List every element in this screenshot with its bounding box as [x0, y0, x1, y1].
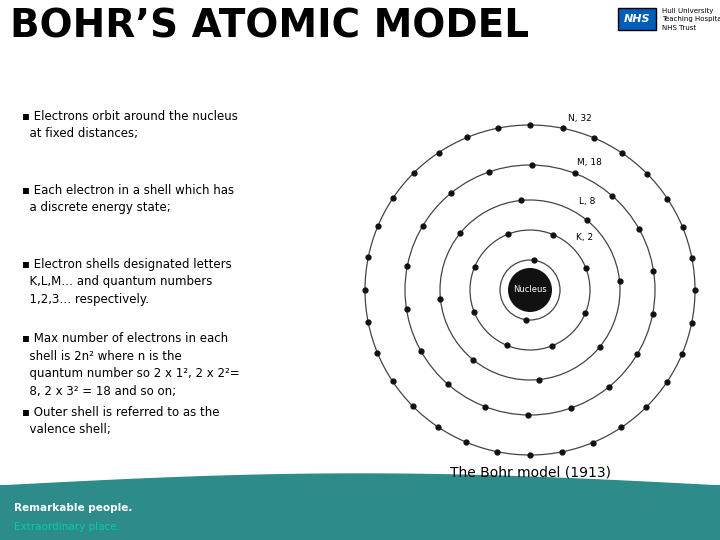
- Polygon shape: [0, 474, 720, 486]
- Text: Extraordinary place.: Extraordinary place.: [14, 522, 120, 531]
- Text: The Bohr model (1913): The Bohr model (1913): [449, 466, 611, 480]
- Text: NHS: NHS: [624, 14, 650, 24]
- Text: Hull University
Teaching Hospitals
NHS Trust: Hull University Teaching Hospitals NHS T…: [662, 8, 720, 30]
- Bar: [0, 486, 720, 540]
- Circle shape: [508, 268, 552, 312]
- Text: M, 18: M, 18: [577, 158, 602, 166]
- Text: K, 2: K, 2: [577, 233, 593, 241]
- FancyBboxPatch shape: [618, 8, 656, 30]
- Text: ▪ Electron shells designated letters
  K,L,M… and quantum numbers
  1,2,3… respe: ▪ Electron shells designated letters K,L…: [22, 258, 232, 306]
- Text: N, 32: N, 32: [568, 113, 592, 123]
- Text: ▪ Outer shell is referred to as the
  valence shell;: ▪ Outer shell is referred to as the vale…: [22, 406, 220, 436]
- Text: L, 8: L, 8: [579, 197, 595, 206]
- Text: ▪ Each electron in a shell which has
  a discrete energy state;: ▪ Each electron in a shell which has a d…: [22, 184, 234, 214]
- Text: ▪ Max number of electrons in each
  shell is 2n² where n is the
  quantum number: ▪ Max number of electrons in each shell …: [22, 332, 240, 397]
- Text: ▪ Electrons orbit around the nucleus
  at fixed distances;: ▪ Electrons orbit around the nucleus at …: [22, 110, 238, 140]
- Text: BOHR’S ATOMIC MODEL: BOHR’S ATOMIC MODEL: [10, 8, 529, 46]
- Text: Nucleus: Nucleus: [513, 286, 547, 294]
- Text: Remarkable people.: Remarkable people.: [14, 503, 132, 512]
